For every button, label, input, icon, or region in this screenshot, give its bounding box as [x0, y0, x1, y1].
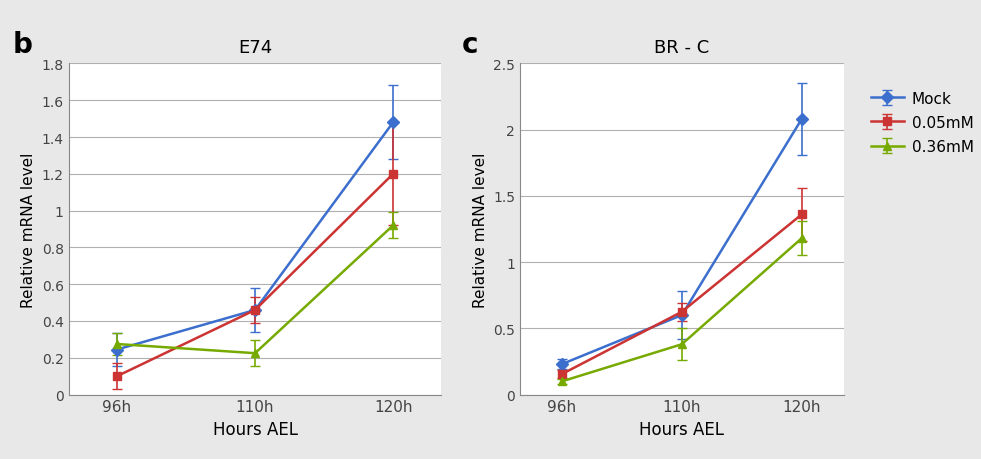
- X-axis label: Hours AEL: Hours AEL: [213, 420, 297, 438]
- Y-axis label: Relative mRNA level: Relative mRNA level: [473, 152, 488, 307]
- X-axis label: Hours AEL: Hours AEL: [640, 420, 724, 438]
- Text: c: c: [462, 31, 478, 59]
- Title: BR - C: BR - C: [654, 39, 709, 57]
- Text: b: b: [13, 31, 32, 59]
- Y-axis label: Relative mRNA level: Relative mRNA level: [22, 152, 36, 307]
- Title: E74: E74: [238, 39, 272, 57]
- Legend: Mock, 0.05mM, 0.36mM: Mock, 0.05mM, 0.36mM: [867, 89, 977, 158]
